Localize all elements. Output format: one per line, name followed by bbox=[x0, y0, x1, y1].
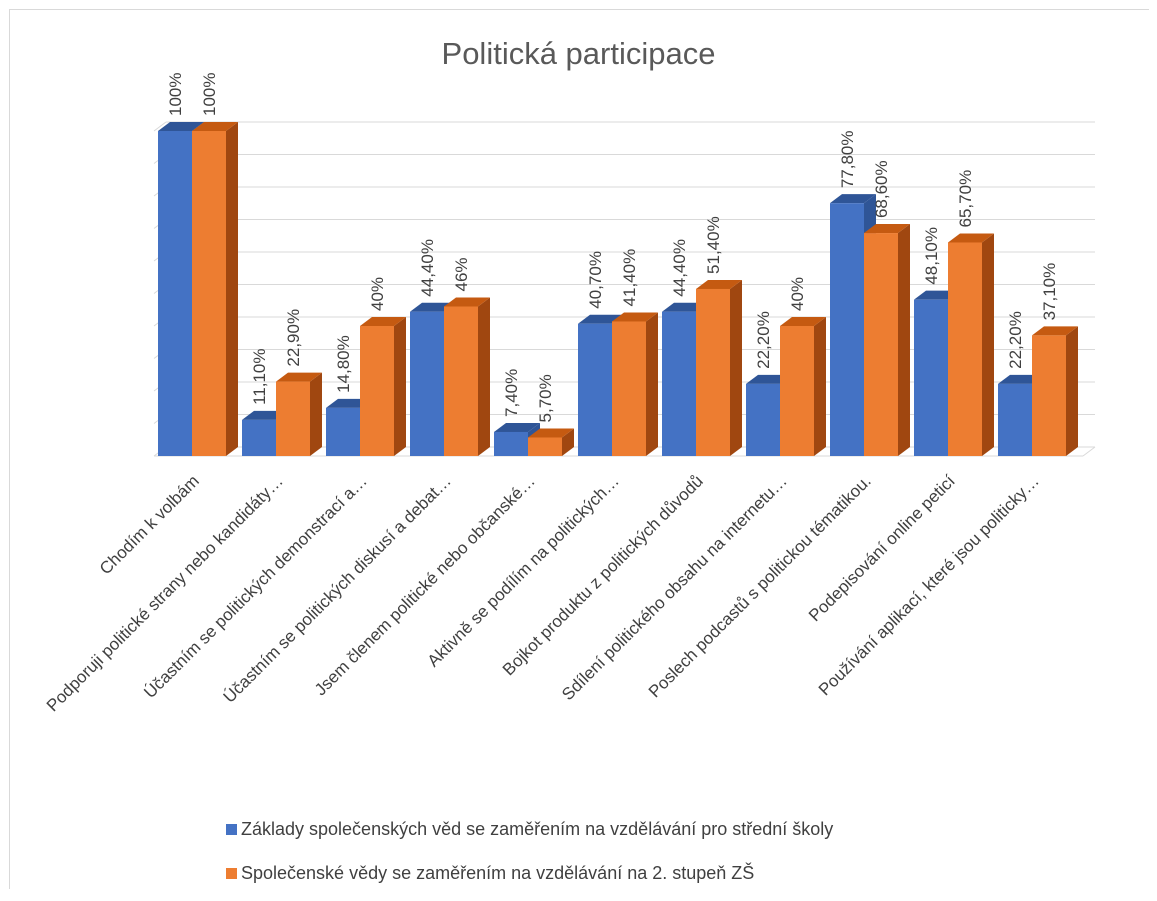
bar-side-s2-0 bbox=[226, 122, 238, 456]
data-label-s2-6: 51,40% bbox=[704, 216, 723, 274]
data-label-s2-8: 68,60% bbox=[872, 160, 891, 218]
chart-title: Politická participace bbox=[441, 36, 716, 71]
bar-side-s2-9 bbox=[982, 233, 994, 456]
bar-top-s2-8 bbox=[864, 224, 910, 234]
bar-side-s2-6 bbox=[730, 279, 742, 456]
gridline-left-edge bbox=[153, 121, 167, 132]
chart-frame bbox=[9, 9, 1149, 889]
data-label-s1-4: 7,40% bbox=[502, 369, 521, 417]
bar-s1-6 bbox=[662, 311, 696, 456]
data-label-s2-4: 5,70% bbox=[536, 374, 555, 422]
data-label-s1-8: 77,80% bbox=[838, 130, 857, 188]
data-label-s1-1: 11,10% bbox=[250, 349, 269, 405]
bar-s1-8 bbox=[830, 203, 864, 456]
bar-side-s2-1 bbox=[310, 372, 322, 456]
bar-top-s2-6 bbox=[696, 279, 742, 289]
bar-top-s1-4 bbox=[494, 422, 540, 432]
data-labels: 100% 100% 11,10% 22,90% 14,80% 40% 44,40% 46% 7,… bbox=[166, 73, 1059, 423]
bar-s1-9 bbox=[914, 299, 948, 456]
category-label-9: Podepisování online peticí bbox=[805, 471, 959, 625]
legend-item-series-1: Základy společenských věd se zaměřením n… bbox=[226, 819, 833, 840]
data-label-s2-7: 40% bbox=[788, 277, 807, 311]
data-label-s1-0: 100% bbox=[166, 73, 185, 116]
bar-top-s2-2 bbox=[360, 317, 406, 326]
bars bbox=[158, 122, 1078, 456]
bar-s2-4 bbox=[528, 437, 562, 456]
bar-s2-9 bbox=[948, 242, 982, 456]
bar-top-s1-8 bbox=[830, 194, 876, 204]
data-label-s1-5: 40,70% bbox=[586, 251, 605, 309]
data-label-s2-10: 37,10% bbox=[1040, 263, 1059, 321]
bar-s2-0 bbox=[192, 131, 226, 456]
bar-s1-3 bbox=[410, 311, 444, 456]
bar-top-s2-3 bbox=[444, 297, 490, 307]
data-label-s1-9: 48,10% bbox=[922, 227, 941, 285]
bar-side-s2-5 bbox=[646, 312, 658, 456]
bar-top-s2-10 bbox=[1032, 326, 1078, 336]
bar-s1-7 bbox=[746, 383, 780, 456]
bar-top-s1-0 bbox=[158, 122, 204, 131]
bar-s1-4 bbox=[494, 431, 528, 456]
bar-s2-7 bbox=[780, 326, 814, 456]
bar-s2-10 bbox=[1032, 335, 1066, 456]
data-label-s2-3: 46% bbox=[452, 257, 471, 291]
bar-s2-6 bbox=[696, 288, 730, 456]
bar-s2-1 bbox=[276, 381, 310, 456]
legend-swatch-series-1 bbox=[226, 824, 237, 835]
bar-s1-10 bbox=[998, 383, 1032, 456]
legend-item-series-2: Společenské vědy se zaměřením na vzděláv… bbox=[226, 863, 754, 884]
bar-s2-5 bbox=[612, 321, 646, 456]
bar-side-s2-7 bbox=[814, 317, 826, 456]
bar-side-s2-4 bbox=[562, 428, 574, 456]
bar-s1-1 bbox=[242, 419, 276, 456]
bar-top-s2-7 bbox=[780, 317, 826, 326]
legend-label-series-1: Základy společenských věd se zaměřením n… bbox=[241, 819, 834, 839]
bar-s2-3 bbox=[444, 306, 478, 456]
bar-side-s2-3 bbox=[478, 297, 490, 456]
bar-top-s2-1 bbox=[276, 372, 322, 382]
data-label-s2-5: 41,40% bbox=[620, 249, 639, 307]
data-label-s1-7: 22,20% bbox=[754, 311, 773, 369]
data-label-s2-9: 65,70% bbox=[956, 170, 975, 228]
data-label-s1-2: 14,80% bbox=[334, 335, 353, 393]
data-label-s2-2: 40% bbox=[368, 277, 387, 311]
floor-edge-right bbox=[1082, 446, 1096, 457]
bar-s1-5 bbox=[578, 323, 612, 456]
bar-top-s2-5 bbox=[612, 312, 658, 322]
data-label-s1-10: 22,20% bbox=[1006, 311, 1025, 369]
bar-s2-8 bbox=[864, 233, 898, 456]
data-label-s1-6: 44,40% bbox=[670, 239, 689, 297]
bar-side-s2-10 bbox=[1066, 326, 1078, 456]
legend-label-series-2: Společenské vědy se zaměřením na vzděláv… bbox=[241, 863, 755, 883]
bar-s2-2 bbox=[360, 326, 394, 456]
data-label-s2-0: 100% bbox=[200, 73, 219, 116]
bar-top-s2-9 bbox=[948, 233, 994, 243]
bar-side-s2-2 bbox=[394, 317, 406, 456]
legend-swatch-series-2 bbox=[226, 868, 237, 879]
data-label-s1-3: 44,40% bbox=[418, 239, 437, 297]
bar-s1-2 bbox=[326, 407, 360, 456]
bar-s1-0 bbox=[158, 131, 192, 456]
bar-top-s2-4 bbox=[528, 428, 574, 438]
bar-side-s2-8 bbox=[898, 224, 910, 456]
bar-top-s2-0 bbox=[192, 122, 238, 131]
data-label-s2-1: 22,90% bbox=[284, 309, 303, 367]
